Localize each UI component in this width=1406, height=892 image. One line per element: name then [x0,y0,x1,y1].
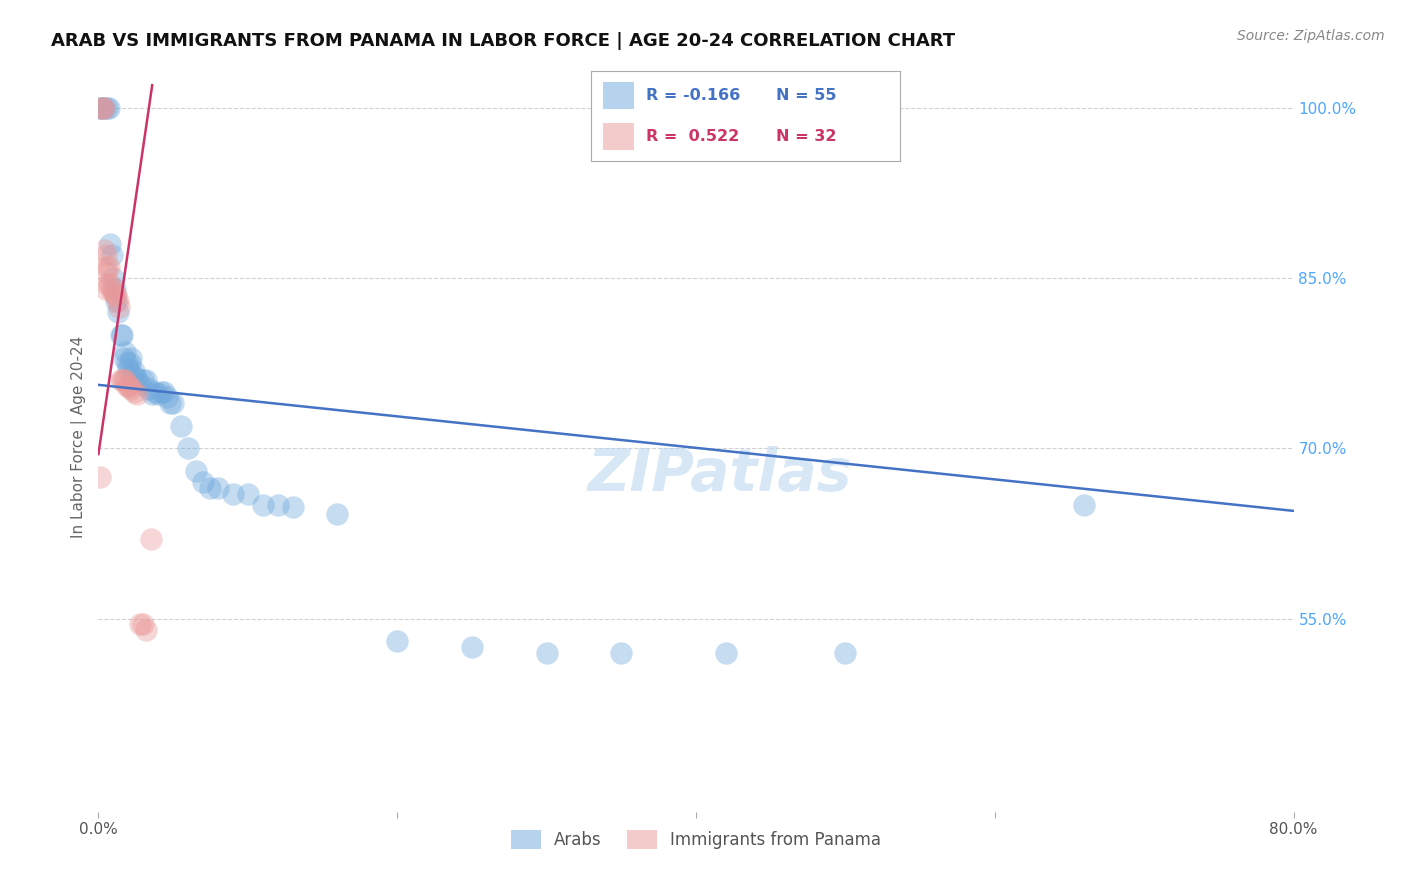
Text: Source: ZipAtlas.com: Source: ZipAtlas.com [1237,29,1385,43]
Point [96,260,118,274]
Point [132,617,155,632]
Point [93,101,115,115]
Point [110,373,132,387]
Text: R =  0.522: R = 0.522 [647,129,740,144]
Point [89,470,111,484]
Point [90,101,112,115]
Point [98,237,122,252]
Point [101,248,124,262]
Point [104,283,127,297]
Point [135,623,157,637]
Point [104,288,127,302]
Point [112,351,135,365]
Point [117,379,139,393]
Point [834,646,856,660]
Point [267,498,290,512]
Point [91,101,114,115]
Point [129,617,152,632]
Point [124,364,146,378]
Point [156,390,179,404]
Point [93,243,115,257]
Point [150,384,173,399]
Point [112,373,135,387]
Point [141,387,163,401]
Point [107,293,129,308]
Point [115,356,138,370]
Point [118,379,141,393]
Point [118,356,141,370]
Text: ARAB VS IMMIGRANTS FROM PANAMA IN LABOR FORCE | AGE 20-24 CORRELATION CHART: ARAB VS IMMIGRANTS FROM PANAMA IN LABOR … [51,32,955,50]
Point [207,481,229,495]
Point [105,293,128,308]
Point [461,640,484,654]
Legend: Arabs, Immigrants from Panama: Arabs, Immigrants from Panama [505,823,887,855]
Point [117,362,139,376]
Point [252,498,274,512]
Point [96,101,118,115]
Point [162,396,184,410]
Point [89,101,111,115]
Point [281,500,304,515]
Point [120,351,142,365]
Point [121,368,143,382]
Point [177,442,200,456]
Point [90,101,112,115]
Point [138,383,160,397]
Point [129,376,152,391]
Point [135,373,157,387]
Point [101,283,124,297]
Point [124,384,146,399]
Text: R = -0.166: R = -0.166 [647,88,741,103]
Text: N = 55: N = 55 [776,88,837,103]
Point [184,464,207,478]
Point [222,487,245,501]
Point [107,305,129,319]
Point [236,487,259,501]
Point [148,387,170,401]
Point [1073,498,1095,512]
Point [143,384,166,399]
Point [159,396,181,410]
Point [94,248,117,262]
Point [385,634,409,648]
Text: N = 32: N = 32 [776,129,837,144]
Y-axis label: In Labor Force | Age 20-24: In Labor Force | Age 20-24 [72,336,87,538]
Point [153,384,176,399]
Point [125,371,148,385]
Point [536,646,558,660]
Point [139,533,162,547]
Point [97,101,120,115]
Point [97,260,120,274]
Point [91,101,114,115]
Point [111,373,134,387]
Point [132,373,155,387]
Point [108,300,131,314]
Point [127,387,149,401]
Point [120,383,142,397]
Point [111,327,134,342]
Point [98,277,122,291]
Point [114,373,136,387]
Point [94,283,117,297]
Text: ZIPatlas: ZIPatlas [588,446,852,503]
Point [326,508,349,522]
Point [93,101,115,115]
Point [200,481,222,495]
Point [127,373,149,387]
Bar [603,82,634,109]
Point [714,646,737,660]
Point [610,646,633,660]
Point [191,475,214,490]
Point [96,277,118,291]
Point [103,285,125,299]
Point [169,418,191,433]
Point [115,379,138,393]
Point [103,271,125,285]
Point [105,288,128,302]
Point [94,265,117,279]
Point [110,327,132,342]
Bar [603,123,634,150]
Point [114,345,136,359]
